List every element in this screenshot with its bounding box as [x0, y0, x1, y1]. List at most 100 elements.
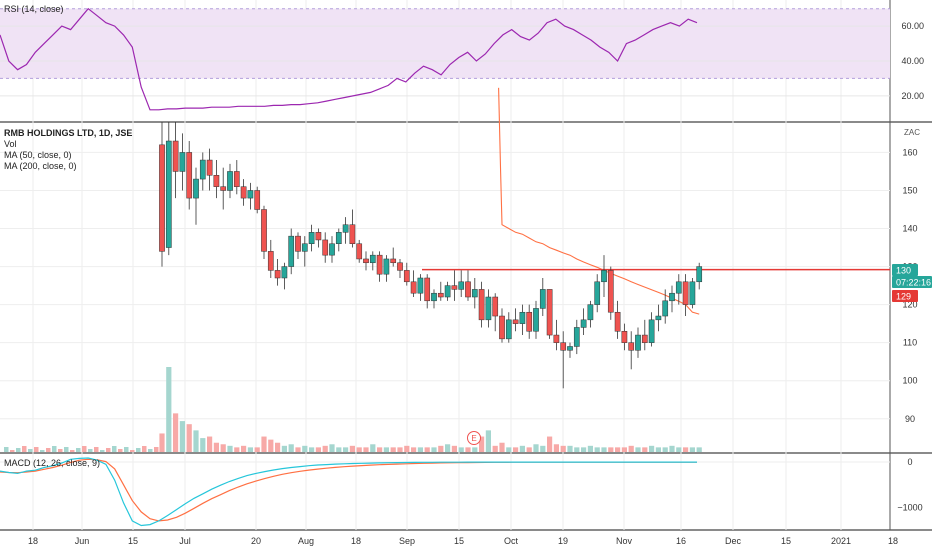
candle [526, 304, 533, 339]
legend-ma200[interactable]: MA (200, close, 0) [4, 161, 77, 171]
candle [587, 300, 594, 328]
x-tick-label: Jul [179, 536, 191, 546]
candle-body [342, 224, 349, 233]
volume-bar [628, 445, 634, 452]
x-tick-label: 2021 [831, 536, 851, 546]
volume-bar [642, 447, 648, 452]
price-tick-label: 110 [903, 338, 917, 348]
volume-bar [519, 445, 525, 452]
candle [573, 319, 580, 355]
candle [390, 247, 397, 267]
candle [424, 274, 431, 309]
volume-bar [70, 450, 75, 452]
volume-bar [553, 444, 559, 452]
volume-bar [615, 447, 621, 452]
volume-bar [295, 447, 301, 452]
candle [533, 300, 539, 339]
candle [267, 239, 274, 278]
candle [444, 281, 451, 301]
candle [641, 319, 648, 351]
volume-bar [118, 449, 123, 452]
candle-body [512, 319, 519, 324]
volume-bar [46, 448, 51, 452]
volume-bar [390, 447, 396, 452]
legend-ma50[interactable]: MA (50, close, 0) [4, 150, 72, 160]
volume-bar [567, 445, 573, 452]
volume-bar [106, 448, 111, 452]
volume-bar [669, 445, 675, 452]
volume-bar [560, 445, 566, 452]
candle [403, 262, 410, 286]
candle [335, 228, 342, 252]
volume-bar [302, 445, 308, 452]
legend-title[interactable]: RMB HOLDINGS LTD, 1D, JSE [4, 128, 133, 138]
candle-body [675, 281, 682, 294]
volume-bar [540, 445, 546, 452]
volume-bar [696, 447, 702, 452]
volume-bar [533, 444, 539, 452]
candle [669, 285, 675, 313]
candle [451, 270, 458, 301]
volume-bar [499, 442, 505, 452]
volume-bar [662, 447, 668, 452]
volume-bar [200, 438, 206, 452]
candle-body [247, 190, 254, 199]
candle-body [295, 235, 301, 252]
candle [485, 289, 492, 328]
volume-bar [336, 447, 342, 452]
candle [397, 258, 403, 278]
rsi-tick-label: 20.00 [901, 91, 924, 101]
volume-bar [587, 445, 593, 452]
legend-volume[interactable]: Vol [4, 139, 17, 149]
volume-bar [417, 447, 423, 452]
rsi-line [0, 7, 698, 111]
candle [274, 258, 281, 286]
candle-body [696, 266, 703, 283]
volume-bar [655, 447, 661, 452]
candle [580, 308, 587, 336]
candle-body [233, 171, 240, 187]
rsi-tick-label: 40.00 [901, 56, 924, 66]
candle-body [301, 243, 308, 252]
x-tick-label: 18 [888, 536, 898, 546]
x-tick-label: 15 [781, 536, 791, 546]
volume-bar [261, 436, 267, 452]
candle-body [465, 281, 471, 298]
rsi-band [0, 8, 890, 79]
candle-body [492, 296, 499, 317]
volume-bar [472, 447, 478, 452]
candle-body [179, 152, 186, 172]
candle [431, 289, 437, 309]
rsi-legend-label[interactable]: RSI (14, close) [4, 4, 64, 14]
candle [342, 217, 349, 244]
candle-body [648, 319, 655, 343]
volume-bar [220, 444, 226, 452]
macd-legend-label[interactable]: MACD (12, 26, close, 9) [4, 458, 101, 468]
volume-bar [76, 448, 81, 452]
volume-bar [383, 447, 389, 452]
candle-body [621, 331, 628, 343]
volume-bar [88, 449, 93, 452]
candle [546, 289, 553, 339]
candle [621, 323, 628, 351]
currency-label: ZAC [904, 128, 920, 137]
volume-bar [676, 447, 682, 452]
volume-bar [34, 447, 39, 452]
volume-bar [136, 448, 141, 452]
candle [383, 255, 390, 282]
candle-body [587, 304, 594, 321]
volume-bar [322, 445, 328, 452]
candle [553, 319, 560, 351]
volume-bar [159, 433, 165, 452]
candle [410, 270, 417, 298]
candle [227, 163, 233, 199]
candle [458, 270, 465, 298]
candle [254, 186, 261, 214]
volume-bar [241, 445, 247, 452]
volume-bar [649, 445, 655, 452]
candle [165, 122, 172, 256]
volume-bar [485, 430, 491, 452]
price-tick-label: 160 [902, 147, 917, 157]
